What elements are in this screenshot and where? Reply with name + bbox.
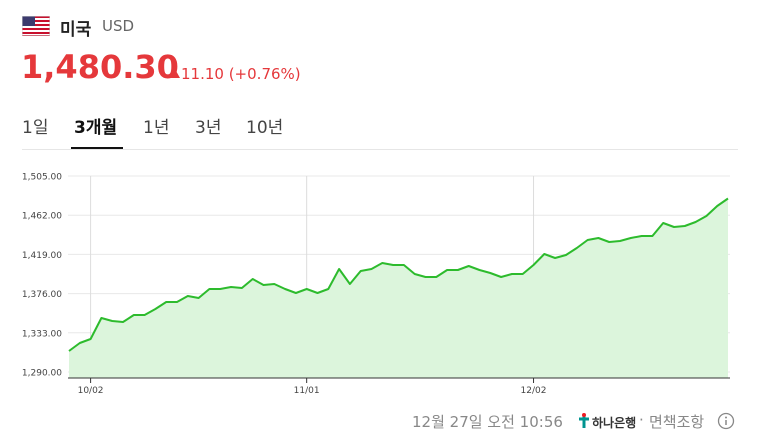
separator: · — [639, 411, 644, 429]
price: 1,480.30 — [21, 48, 179, 86]
bank-logo — [579, 413, 589, 428]
y-tick-label: 1,462.00 — [22, 212, 62, 222]
divider — [22, 149, 738, 150]
currency: USD — [102, 17, 135, 35]
tab-underline — [71, 147, 123, 149]
chart: 1,290.00 1,333.00 1,376.00 1,419.00 1,462.00… — [22, 173, 730, 396]
tab[interactable]: 10년 — [246, 118, 284, 138]
info-icon[interactable] — [717, 412, 735, 430]
x-tick-label: 11/01 — [294, 386, 320, 396]
area-fill — [69, 198, 728, 378]
tab[interactable]: 1일 — [22, 118, 49, 138]
x-tick-label: 12/02 — [521, 386, 547, 396]
y-tick-label: 1,419.00 — [22, 251, 62, 261]
y-tick-label: 1,333.00 — [22, 329, 62, 339]
bank-name: 하나은행 — [592, 416, 637, 430]
flag — [22, 16, 50, 36]
line — [68, 197, 729, 352]
tab[interactable]: 3개월 — [74, 118, 118, 138]
y-tick-label: 1,290.00 — [22, 369, 62, 379]
x-tick-label: 10/02 — [78, 386, 104, 396]
country: 미국 — [60, 20, 92, 40]
timestamp: 12월 27일 오전 10:56 — [412, 413, 563, 431]
tab[interactable]: 1년 — [143, 118, 170, 138]
y-tick-label: 1,505.00 — [22, 173, 62, 183]
change: 11.10 (+0.76%) — [181, 65, 301, 83]
up-arrow — [171, 70, 180, 78]
tab[interactable]: 3년 — [195, 118, 222, 138]
disclaimer[interactable]: 면책조항 — [649, 413, 705, 431]
y-tick-label: 1,376.00 — [22, 290, 62, 300]
